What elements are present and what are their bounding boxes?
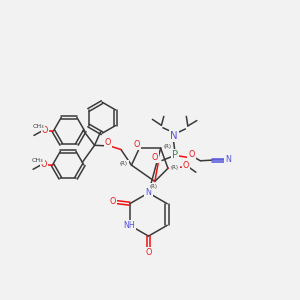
Text: O: O <box>183 161 189 170</box>
Text: O: O <box>134 140 140 148</box>
Text: O: O <box>152 153 158 162</box>
Text: NH: NH <box>123 221 135 230</box>
Text: O: O <box>109 197 116 206</box>
Text: CH₃: CH₃ <box>32 158 44 163</box>
Text: N: N <box>170 131 178 141</box>
Text: (R): (R) <box>150 184 158 189</box>
Text: N: N <box>225 155 231 164</box>
Text: (R): (R) <box>163 144 171 149</box>
Text: O: O <box>42 126 48 135</box>
Text: O: O <box>41 160 47 169</box>
Text: (R): (R) <box>120 161 128 166</box>
Text: O: O <box>188 150 195 159</box>
Text: P: P <box>172 150 178 161</box>
Text: O: O <box>105 138 111 147</box>
Text: N: N <box>146 188 152 197</box>
Text: CH₃: CH₃ <box>33 124 44 129</box>
Text: (R): (R) <box>171 165 178 170</box>
Text: O: O <box>145 248 152 257</box>
